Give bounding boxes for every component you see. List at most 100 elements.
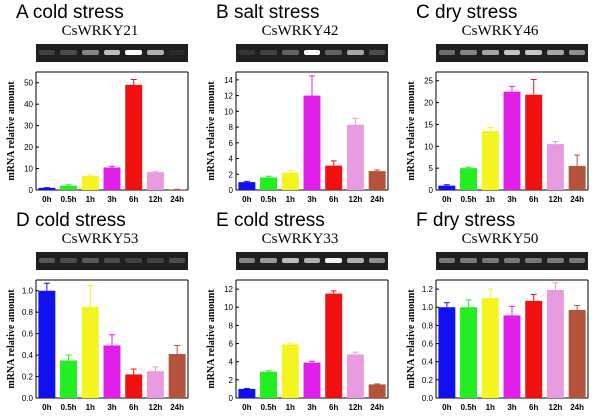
panel-b: B salt stress CsWRKY42 0 2 4 6 8 10 12 14 mRNA r… — [200, 0, 400, 208]
y-axis-label: mRNA relative amount — [406, 289, 417, 389]
gene-name: CsWRKY46 — [461, 23, 539, 39]
bar — [325, 165, 343, 190]
y-tick-label: 6 — [229, 139, 234, 148]
bar — [38, 187, 56, 190]
x-tick-label: 0.5h — [261, 403, 277, 412]
y-tick-label: 0.6 — [422, 340, 434, 349]
x-tick-label: 6h — [129, 195, 138, 204]
bar — [438, 185, 456, 190]
x-tick-label: 3h — [507, 195, 516, 204]
gel-band — [168, 50, 186, 55]
y-axis-label: mRNA relative amount — [406, 81, 417, 181]
y-tick-label: 5 — [429, 164, 434, 173]
gel-band — [147, 50, 164, 55]
bar — [568, 309, 586, 398]
gene-name: CsWRKY33 — [261, 231, 339, 247]
gel-image — [436, 252, 588, 270]
y-tick-label: 2 — [229, 170, 234, 179]
x-tick-label: 6h — [529, 403, 538, 412]
x-tick-label: 1h — [86, 403, 95, 412]
gel-image — [236, 44, 388, 62]
bar — [260, 177, 278, 190]
bar-chart: 0 5 10 15 20 25 mRNA relative amount 0h 0.5h 1h 3h… — [406, 71, 589, 204]
y-tick-label: 20 — [424, 99, 433, 108]
bar — [368, 171, 386, 190]
y-tick-label: 1.2 — [422, 285, 434, 294]
gel-band — [460, 258, 477, 263]
bar — [303, 362, 321, 398]
gel-image — [36, 252, 188, 270]
x-tick-label: 24h — [170, 403, 184, 412]
bar — [481, 131, 499, 190]
bar — [168, 354, 186, 398]
y-tick-label: 0.8 — [22, 308, 34, 317]
y-tick-label: 0.2 — [22, 373, 34, 382]
gel-band — [38, 50, 56, 55]
y-tick-label: 6 — [229, 340, 234, 349]
y-axis-label: mRNA relative amount — [206, 81, 217, 181]
y-tick-label: 25 — [424, 77, 433, 86]
x-tick-label: 0.5h — [461, 403, 477, 412]
x-tick-label: 12h — [349, 403, 363, 412]
bar-chart: 0 10 20 30 40 50 mRNA relative amount 0h 0.5h 1h 3… — [6, 71, 189, 204]
gel-band — [547, 50, 564, 55]
y-tick-label: 0.8 — [422, 321, 434, 330]
gel-band — [168, 258, 186, 263]
bar — [38, 290, 56, 398]
bar — [438, 307, 456, 398]
y-tick-label: 1.0 — [22, 287, 34, 296]
bar — [503, 315, 521, 398]
gel-band — [325, 50, 342, 55]
bar — [81, 176, 99, 190]
y-tick-label: 0.4 — [422, 358, 434, 367]
gel-band — [282, 50, 299, 55]
panel-c: C dry stress CsWRKY46 0 5 10 15 20 25 mRNA rel… — [400, 0, 600, 208]
bar — [146, 172, 164, 190]
gel-band — [568, 50, 586, 55]
x-tick-label: 1h — [486, 403, 495, 412]
panel-title: B salt stress — [216, 2, 320, 23]
gel-band — [103, 50, 121, 55]
y-tick-label: 0 — [229, 186, 234, 195]
y-tick-label: 0.0 — [422, 394, 434, 403]
x-tick-label: 6h — [129, 403, 138, 412]
y-tick-label: 0.6 — [22, 330, 34, 339]
panel-title: A cold stress — [16, 2, 124, 23]
bar — [125, 374, 143, 398]
y-tick-label: 12 — [224, 285, 233, 294]
gene-name: CsWRKY21 — [61, 23, 139, 39]
x-tick-label: 6h — [329, 403, 338, 412]
y-tick-label: 0.2 — [422, 376, 434, 385]
bar — [481, 298, 499, 398]
x-tick-label: 12h — [549, 403, 563, 412]
gel-image — [236, 252, 388, 270]
gel-band — [525, 258, 542, 263]
gel-band — [238, 258, 256, 263]
bar — [546, 289, 564, 398]
bar-chart: 0 2 4 6 8 10 12 mRNA relative amount 0h 0.5h 1h 3h 6… — [206, 279, 389, 412]
x-tick-label: 1h — [86, 195, 95, 204]
gel-band — [38, 258, 56, 263]
y-tick-label: 0 — [429, 186, 434, 195]
x-tick-label: 0.5h — [461, 195, 477, 204]
x-tick-label: 0h — [42, 195, 51, 204]
panel-f: F dry stress CsWRKY50 0.0 0.2 0.4 0.6 0.8 1.0… — [400, 208, 600, 416]
x-tick-label: 24h — [170, 195, 184, 204]
gel-band — [82, 50, 99, 55]
gel-band — [60, 258, 77, 263]
x-tick-label: 12h — [149, 195, 163, 204]
gel-band — [325, 258, 342, 263]
y-tick-label: 40 — [24, 100, 33, 109]
x-tick-label: 24h — [570, 403, 584, 412]
bar — [125, 84, 143, 190]
y-tick-label: 50 — [24, 79, 33, 88]
bar — [103, 345, 121, 398]
bar — [60, 185, 78, 190]
gel-band — [260, 258, 277, 263]
gel-band — [282, 258, 299, 263]
x-tick-label: 3h — [107, 195, 116, 204]
gene-name: CsWRKY42 — [261, 23, 339, 39]
bar — [368, 384, 386, 398]
x-tick-label: 0h — [442, 403, 451, 412]
y-tick-label: 10 — [224, 303, 233, 312]
